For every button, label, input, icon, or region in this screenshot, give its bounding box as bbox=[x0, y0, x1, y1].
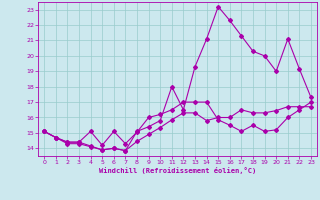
X-axis label: Windchill (Refroidissement éolien,°C): Windchill (Refroidissement éolien,°C) bbox=[99, 167, 256, 174]
